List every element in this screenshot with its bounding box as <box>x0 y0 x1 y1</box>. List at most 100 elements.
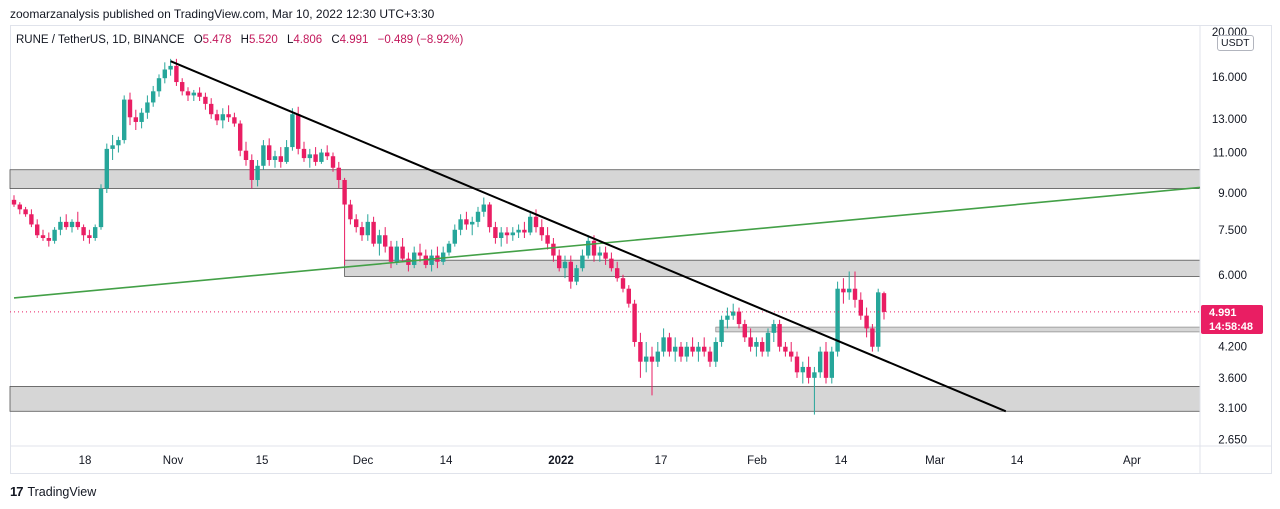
candle-body <box>719 319 724 342</box>
candle-body <box>145 102 150 113</box>
open-value: 5.478 <box>202 34 232 46</box>
x-tick-label: 14 <box>440 455 453 467</box>
y-tick-label: 4.200 <box>1218 342 1247 354</box>
candle-body <box>40 235 46 239</box>
candle-body <box>11 199 17 205</box>
candle-body <box>46 238 51 241</box>
symbol-name: RUNE / TetherUS, 1D, BINANCE <box>16 34 185 46</box>
candle-body <box>52 229 57 241</box>
symbol-legend: RUNE / TetherUS, 1D, BINANCE O5.478 H5.5… <box>16 34 463 46</box>
price-zone <box>344 259 1201 277</box>
candle-body <box>690 346 695 352</box>
candle-body <box>69 221 75 228</box>
publisher-line: zoomarzanalysis published on TradingView… <box>10 7 435 21</box>
minor-zone <box>715 326 1201 333</box>
candle-body <box>771 324 776 333</box>
candle-body <box>81 227 86 236</box>
descending-trendline[interactable] <box>170 60 1007 413</box>
candle-body <box>516 229 521 233</box>
candle-body <box>818 351 823 373</box>
candle-body <box>742 324 747 338</box>
candle-body <box>649 356 655 362</box>
candle-body <box>417 252 423 256</box>
candle-body <box>736 311 742 325</box>
candle-body <box>800 366 805 373</box>
tradingview-brand: TradingView <box>27 484 97 499</box>
candle-body <box>754 341 759 347</box>
last-price-value: 4.991 <box>1209 307 1237 319</box>
x-tick-label: Apr <box>1123 455 1141 467</box>
candle-body <box>330 156 336 168</box>
candle-body <box>209 103 214 115</box>
candle-body <box>313 154 318 162</box>
candle-body <box>185 91 191 96</box>
candle-body <box>713 341 718 362</box>
candle-body <box>458 219 463 230</box>
close-value: 4.991 <box>339 34 369 46</box>
candle-body <box>116 140 121 146</box>
candle-body <box>580 255 585 269</box>
last-price-tag: 4.991 14:58:48 <box>1201 305 1263 334</box>
candle-body <box>104 148 109 189</box>
low-label: L <box>286 34 294 46</box>
candle-body <box>644 356 649 362</box>
open-label: O <box>193 34 203 46</box>
candle-body <box>29 214 34 225</box>
candle-body <box>783 346 788 352</box>
candle-body <box>377 235 382 244</box>
candle-body <box>591 240 597 256</box>
candle-body <box>197 92 202 97</box>
candle-body <box>557 255 562 269</box>
candle-body <box>806 366 811 378</box>
candle-body <box>203 96 208 104</box>
candle-body <box>789 351 794 357</box>
candle-body <box>881 293 887 312</box>
candle-body <box>655 351 660 362</box>
candle-body <box>539 227 544 236</box>
candle-body <box>574 268 579 282</box>
candle-body <box>133 117 138 122</box>
footer-branding[interactable]: 17 TradingView <box>10 484 96 499</box>
candle-body <box>365 221 370 236</box>
candle-body <box>702 346 707 352</box>
x-tick-label: Feb <box>747 455 767 467</box>
candle-body <box>661 337 666 352</box>
candle-body <box>267 145 272 160</box>
high-label: H <box>240 34 249 46</box>
candle-body <box>226 114 231 118</box>
candle-body <box>64 221 69 228</box>
currency-button[interactable]: USDT <box>1217 35 1254 51</box>
candle-body <box>110 145 115 149</box>
candle-body <box>765 332 771 352</box>
candle-body <box>731 311 736 316</box>
candle-body <box>238 123 243 151</box>
candle-body <box>400 246 405 259</box>
candle-body <box>429 255 434 265</box>
candle-body <box>191 92 196 96</box>
candle-body <box>794 356 800 373</box>
candle-body <box>597 252 602 256</box>
x-tick-label: 14 <box>1011 455 1024 467</box>
x-tick-label: 15 <box>256 455 269 467</box>
candle-body <box>586 240 591 256</box>
y-tick-label: 7.500 <box>1218 225 1247 237</box>
price-zone <box>9 169 1201 189</box>
candle-body <box>533 216 539 228</box>
y-tick-label: 3.600 <box>1218 373 1247 385</box>
candle-body <box>174 65 179 83</box>
candle-body <box>528 216 533 233</box>
candle-body <box>864 315 869 329</box>
y-tick-label: 3.100 <box>1218 403 1247 415</box>
candle-body <box>255 165 260 180</box>
candle-body <box>452 229 457 244</box>
candle-body <box>748 337 753 347</box>
candle-body <box>841 288 846 293</box>
y-tick-label: 16.000 <box>1212 72 1247 84</box>
green-trendline[interactable] <box>13 186 1201 299</box>
y-tick-label: 9.000 <box>1218 188 1247 200</box>
candle-body <box>829 351 834 378</box>
candle-body <box>98 188 104 228</box>
candle-body <box>551 243 556 256</box>
candle-body <box>180 82 185 92</box>
